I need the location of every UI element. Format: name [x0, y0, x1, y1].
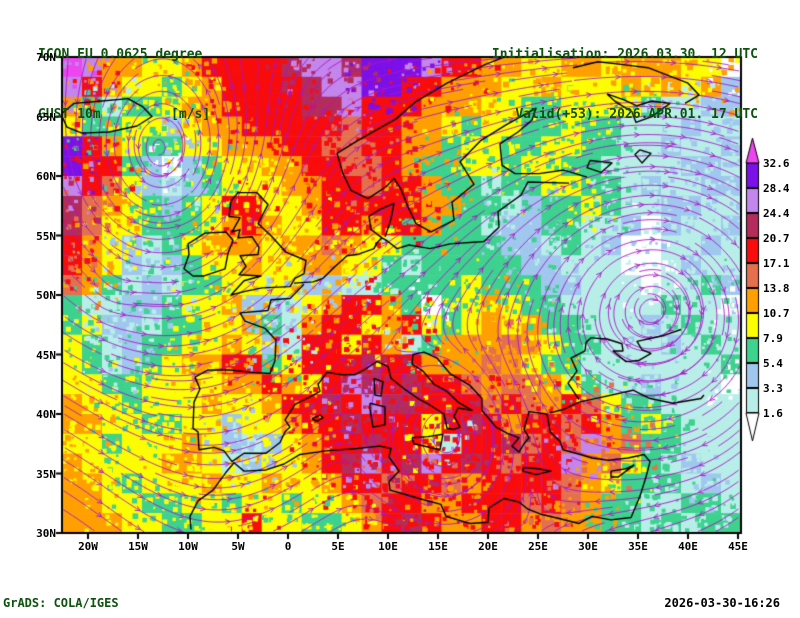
- lon-label-30E: 30E: [578, 540, 598, 553]
- lon-label-35E: 35E: [628, 540, 648, 553]
- lon-label-25E: 25E: [528, 540, 548, 553]
- header-left: ICON EU 0.0625 degree GUST 10m [m/s]: [38, 5, 210, 145]
- legend-value-20.7: 20.7: [763, 232, 790, 245]
- model-title: ICON EU 0.0625 degree: [38, 47, 203, 62]
- creation-timestamp: 2026-03-30-16:26: [664, 596, 780, 610]
- legend-value-5.4: 5.4: [763, 357, 783, 370]
- lat-label-70N: 70N: [36, 51, 56, 64]
- lat-label-40N: 40N: [36, 408, 56, 421]
- lat-label-55N: 55N: [36, 229, 56, 243]
- lat-label-60N: 60N: [36, 170, 56, 183]
- lat-label-45N: 45N: [36, 348, 56, 362]
- legend-value-3.3: 3.3: [763, 382, 783, 395]
- legend-value-24.4: 24.4: [763, 207, 790, 220]
- legend-value-10.7: 10.7: [763, 307, 790, 320]
- grads-credit: GrADS: COLA/IGES: [3, 596, 119, 610]
- legend-value-1.6: 1.6: [763, 407, 783, 420]
- lon-label-20E: 20E: [478, 540, 498, 553]
- lat-label-35N: 35N: [36, 467, 56, 481]
- lat-label-65N: 65N: [36, 110, 56, 124]
- lon-label-5W: 5W: [231, 540, 245, 553]
- lat-label-50N: 50N: [36, 289, 56, 302]
- lon-label-40E: 40E: [678, 540, 698, 553]
- legend-value-32.6: 32.6: [763, 157, 790, 170]
- lon-label-20W: 20W: [78, 540, 98, 553]
- lon-label-5E: 5E: [331, 540, 345, 553]
- lon-label-0: 0: [284, 540, 292, 553]
- parameter-title: GUST 10m [m/s]: [38, 107, 211, 122]
- initialisation-line: Initialisation: 2026.03.30. 12 UTC: [491, 47, 758, 62]
- lon-label-10E: 10E: [378, 540, 398, 553]
- header-right: Initialisation: 2026.03.30. 12 UTC Valid…: [492, 5, 758, 145]
- legend-value-7.9: 7.9: [763, 332, 783, 345]
- legend-value-28.4: 28.4: [763, 182, 790, 195]
- lon-label-45E: 45E: [728, 540, 748, 553]
- lon-label-10W: 10W: [178, 540, 198, 553]
- lat-label-30N: 30N: [36, 527, 56, 540]
- lon-label-15W: 15W: [128, 540, 148, 553]
- legend-value-13.8: 13.8: [763, 282, 790, 295]
- lon-label-15E: 15E: [428, 540, 448, 553]
- valid-line: Valid(+53): 2026.APR.01. 17 UTC: [515, 107, 758, 122]
- legend-value-17.1: 17.1: [763, 257, 790, 270]
